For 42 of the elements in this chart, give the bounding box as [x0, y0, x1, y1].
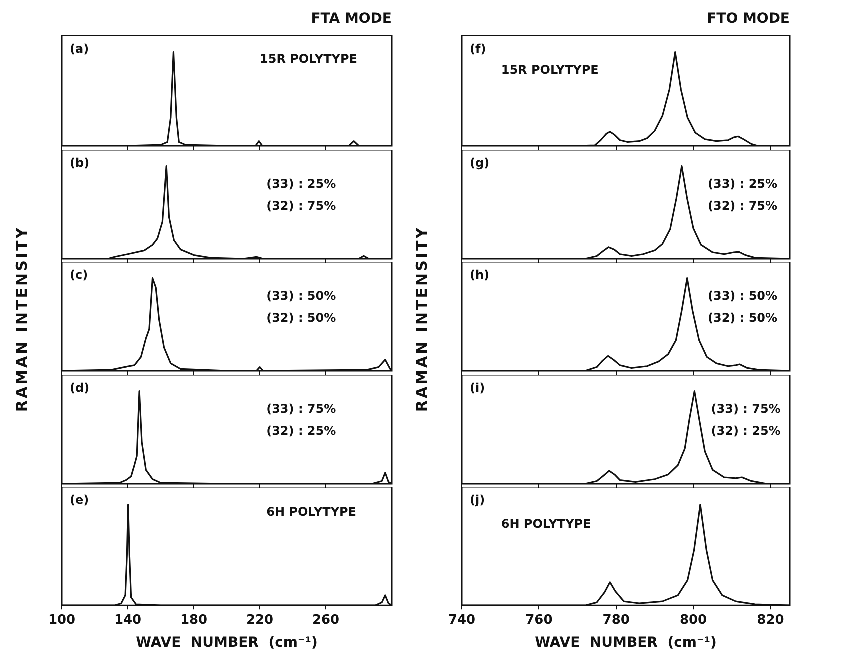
annotation: (32) : 50% [708, 311, 778, 326]
chart-title: FTO MODE [707, 11, 790, 28]
x-tick-label: 140 [114, 612, 142, 628]
annotation: (33) : 50% [266, 289, 336, 304]
annotation: (c) [70, 268, 88, 282]
annotation: (32) : 50% [266, 311, 336, 326]
x-tick-label: 740 [448, 612, 476, 628]
annotation: (a) [70, 42, 90, 56]
x-axis-title: WAVE NUMBER (cm⁻¹) [136, 635, 318, 652]
y-axis-title: RAMAN INTENSITY [413, 225, 432, 412]
annotation: (h) [470, 268, 490, 282]
annotation: (32) : 25% [266, 424, 336, 438]
annotation: 6H POLYTYPE [501, 517, 592, 532]
annotation: (g) [470, 156, 490, 170]
annotation: (b) [70, 156, 90, 170]
x-tick-label: 780 [602, 612, 630, 628]
annotation: (j) [470, 493, 486, 508]
annotation: (e) [70, 493, 90, 508]
x-tick-label: 180 [180, 612, 208, 628]
annotation: (32) : 75% [708, 199, 778, 214]
x-tick-label: 800 [680, 612, 708, 628]
annotation: (f) [470, 42, 486, 56]
y-axis-title: RAMAN INTENSITY [13, 225, 32, 412]
annotation: (33) : 25% [708, 177, 778, 192]
annotation: (33) : 75% [711, 402, 781, 416]
annotation: (33) : 75% [266, 402, 336, 416]
annotation: (32) : 25% [711, 424, 781, 438]
x-tick-label: 220 [246, 612, 274, 628]
annotation: 6H POLYTYPE [266, 505, 357, 520]
annotation: (32) : 75% [266, 199, 336, 214]
x-tick-label: 760 [526, 612, 553, 628]
chart-title: FTA MODE [311, 11, 392, 28]
x-axis-title: WAVE NUMBER (cm⁻¹) [535, 635, 717, 652]
x-tick-label: 100 [48, 612, 76, 628]
annotation: 15R POLYTYPE [501, 63, 599, 78]
annotation: 15R POLYTYPE [260, 52, 358, 66]
annotation: (33) : 25% [266, 177, 336, 192]
x-tick-label: 260 [312, 612, 340, 628]
annotation: (i) [470, 381, 486, 396]
annotation: (d) [70, 381, 90, 396]
x-tick-label: 820 [757, 612, 784, 628]
annotation: (33) : 50% [708, 289, 778, 304]
